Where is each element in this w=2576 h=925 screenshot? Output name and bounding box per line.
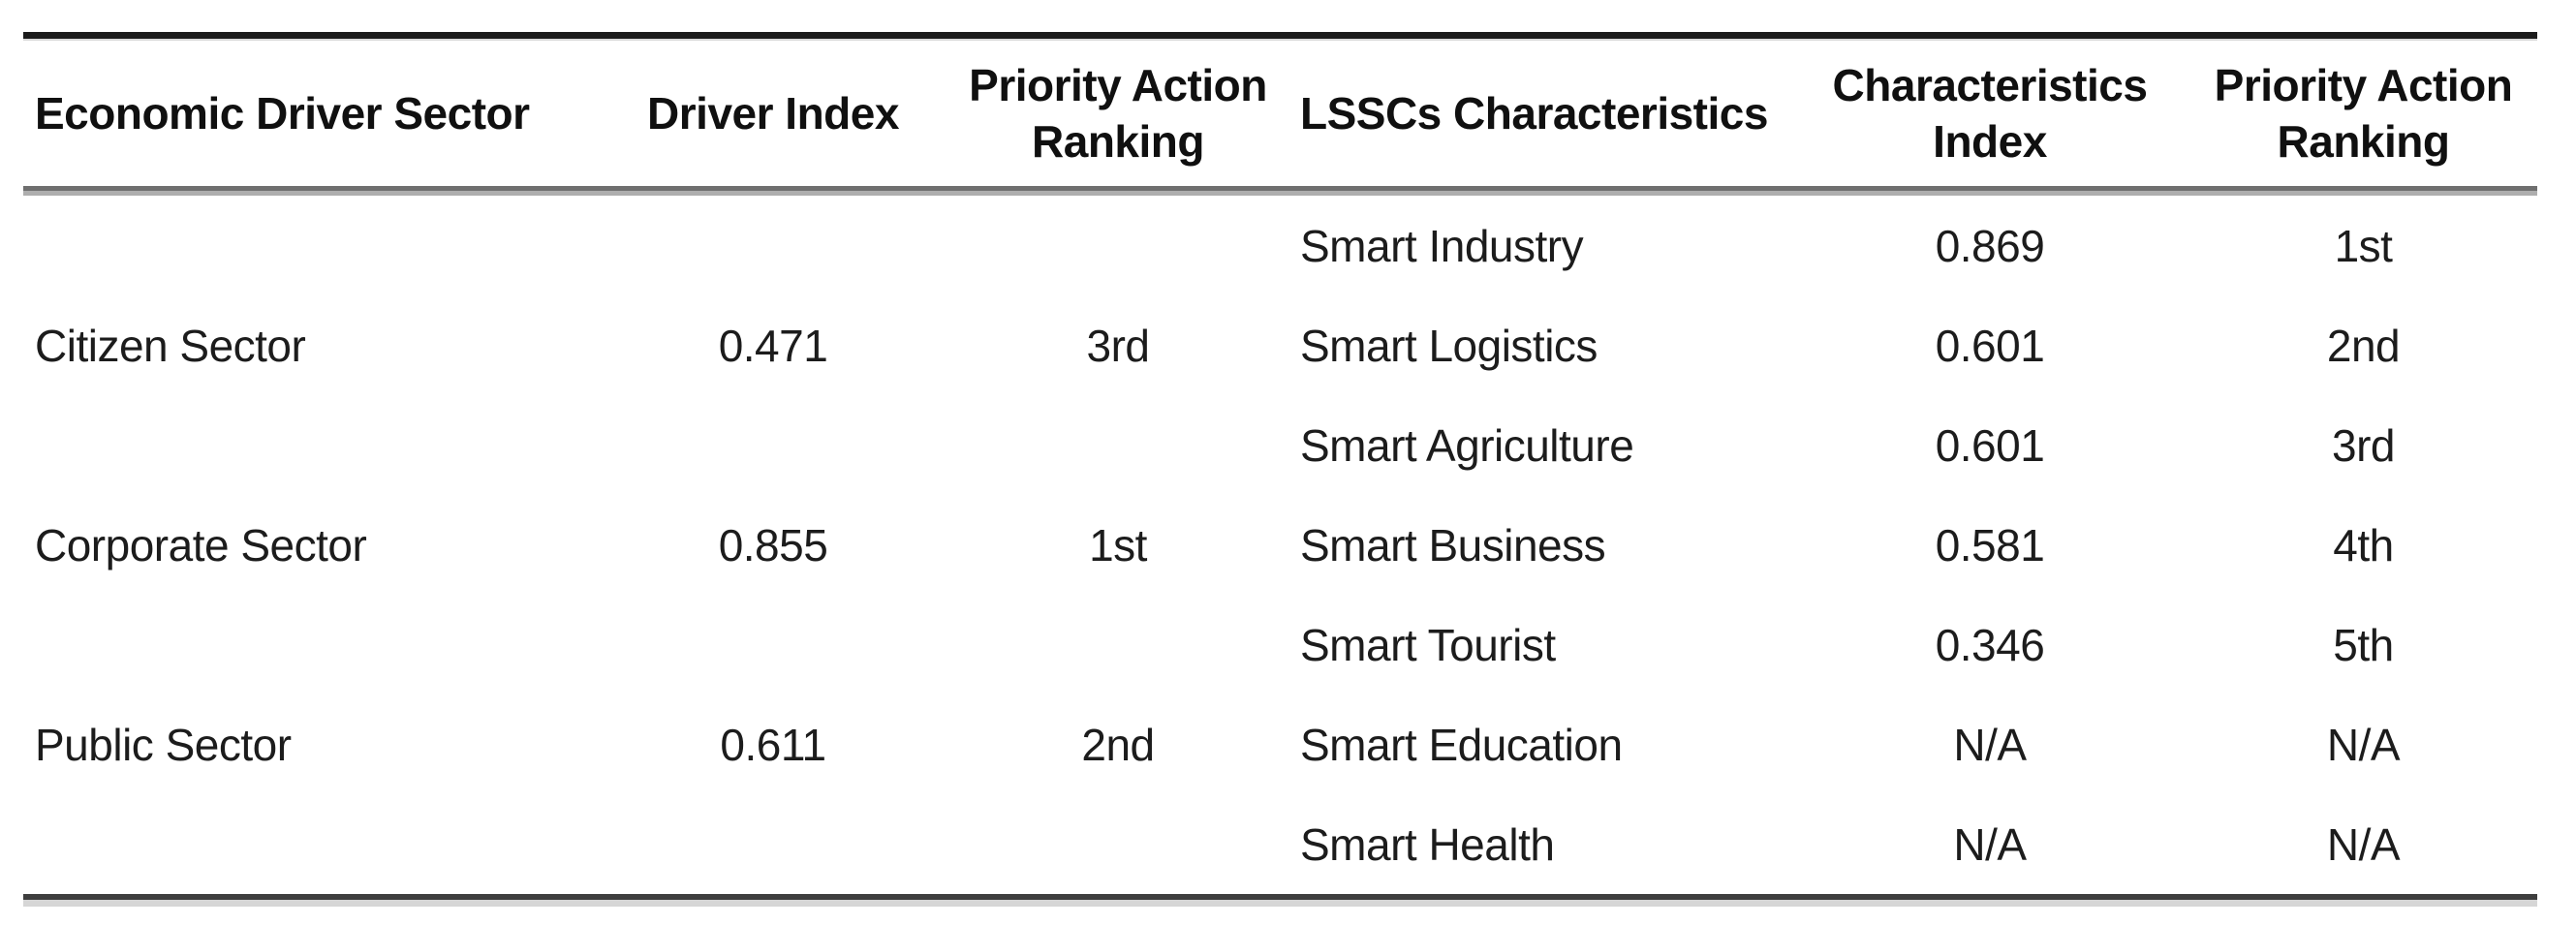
col-header-characteristics-index: Characteristics Index xyxy=(1832,60,2148,167)
characteristic-ranking-cell: 4th xyxy=(2333,519,2394,570)
col-header-economic-driver-sector: Economic Driver Sector xyxy=(35,88,530,139)
characteristic-cell: Smart Industry xyxy=(1300,220,1584,271)
table-bottom-rule-shadow xyxy=(23,900,2537,907)
characteristic-cell: Smart Agriculture xyxy=(1300,419,1634,471)
driver-ranking-cell: 1st xyxy=(1089,519,1147,570)
driver-sector-cell: Corporate Sector xyxy=(35,519,367,570)
driver-sector-cell: Public Sector xyxy=(35,719,292,770)
driver-ranking-cell: 3rd xyxy=(1086,320,1150,371)
table-row: Smart Agriculture 0.601 3rd xyxy=(23,395,2537,495)
characteristic-index-cell: 0.346 xyxy=(1935,619,2045,670)
characteristic-index-cell: 0.601 xyxy=(1935,320,2045,371)
col-header-lsscs-characteristics: LSSCs Characteristics xyxy=(1300,88,1768,139)
table-header-separator-shadow xyxy=(23,191,2537,196)
table-bottom-rule xyxy=(23,894,2537,900)
col-header-characteristics-priority-action-ranking: Priority Action Ranking xyxy=(2214,60,2513,167)
table-row: Smart Tourist 0.346 5th xyxy=(23,595,2537,694)
driver-sector-cell: Citizen Sector xyxy=(35,320,306,371)
col-header-driver-priority-action-ranking: Priority Action Ranking xyxy=(969,60,1267,167)
characteristic-index-cell: N/A xyxy=(1953,818,2027,870)
characteristic-cell: Smart Education xyxy=(1300,719,1623,770)
characteristic-cell: Smart Logistics xyxy=(1300,320,1598,371)
characteristic-ranking-cell: 5th xyxy=(2333,619,2394,670)
table-row: Public Sector 0.611 2nd Smart Education … xyxy=(23,694,2537,794)
characteristic-index-cell: 0.601 xyxy=(1935,419,2045,471)
table-row: Smart Industry 0.869 1st xyxy=(23,196,2537,295)
table-top-rule xyxy=(23,32,2537,39)
characteristic-ranking-cell: N/A xyxy=(2326,818,2401,870)
characteristic-index-cell: 0.581 xyxy=(1935,519,2045,570)
col-header-driver-index: Driver Index xyxy=(647,88,899,139)
driver-index-cell: 0.855 xyxy=(718,519,828,570)
table-row: Citizen Sector 0.471 3rd Smart Logistics… xyxy=(23,295,2537,395)
characteristic-ranking-cell: 2nd xyxy=(2326,320,2401,371)
characteristic-cell: Smart Tourist xyxy=(1300,619,1556,670)
characteristic-cell: Smart Health xyxy=(1300,818,1555,870)
characteristic-ranking-cell: 1st xyxy=(2334,220,2393,271)
characteristic-ranking-cell: 3rd xyxy=(2332,419,2395,471)
table-header-row: Economic Driver Sector Driver Index Prio… xyxy=(23,41,2537,186)
characteristic-cell: Smart Business xyxy=(1300,519,1606,570)
driver-index-cell: 0.471 xyxy=(718,320,828,371)
characteristic-index-cell: N/A xyxy=(1953,719,2027,770)
table-row: Corporate Sector 0.855 1st Smart Busines… xyxy=(23,495,2537,595)
driver-index-cell: 0.611 xyxy=(720,719,826,770)
results-table: Economic Driver Sector Driver Index Prio… xyxy=(23,32,2537,907)
characteristic-ranking-cell: N/A xyxy=(2326,719,2401,770)
driver-ranking-cell: 2nd xyxy=(1081,719,1155,770)
table-row: Smart Health N/A N/A xyxy=(23,794,2537,894)
characteristic-index-cell: 0.869 xyxy=(1935,220,2045,271)
table-header-separator xyxy=(23,186,2537,191)
table-top-rule-shadow xyxy=(23,39,2537,41)
